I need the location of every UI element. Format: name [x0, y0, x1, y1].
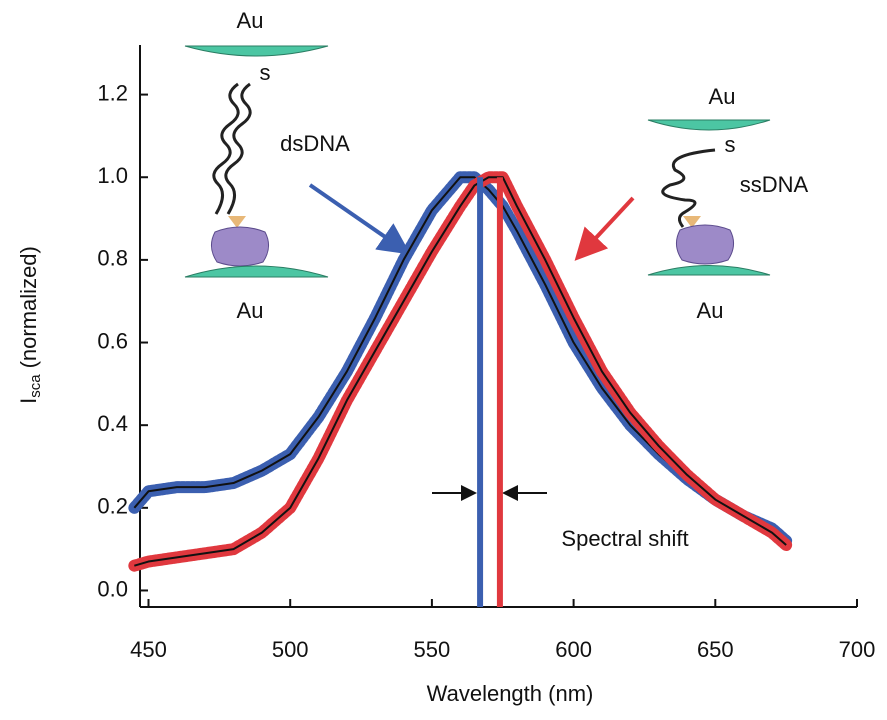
linker-tip [683, 216, 701, 228]
inset-label: s [725, 132, 736, 157]
y-axis-label: Isca (normalized) [16, 246, 44, 404]
protein [211, 226, 269, 267]
series-label: ssDNA [740, 172, 809, 197]
annotation: Spectral shift [561, 526, 688, 551]
x-axis-label: Wavelength (nm) [427, 681, 594, 706]
gold-plate [647, 119, 771, 131]
fit-line [134, 176, 787, 567]
dsdna-strand [212, 82, 252, 215]
y-tick-label: 0.0 [97, 576, 128, 601]
gold-plate [184, 45, 329, 57]
y-tick-label: 0.6 [97, 328, 128, 353]
y-tick-label: 1.0 [97, 163, 128, 188]
insets: Au s Au Au s Au dsDNA ssDNA [184, 8, 809, 323]
pointer-arrow [308, 183, 411, 255]
x-tick-label: 700 [839, 637, 876, 662]
inset-label: Au [237, 8, 264, 33]
y-tick-label: 0.2 [97, 494, 128, 519]
gold-plate [184, 265, 329, 278]
y-label-text: (normalized) [16, 246, 41, 368]
x-tick-label: 600 [555, 637, 592, 662]
x-tick-label: 450 [130, 637, 167, 662]
series-label: dsDNA [280, 131, 350, 156]
x-tick-label: 550 [414, 637, 451, 662]
y-tick-label: 0.8 [97, 246, 128, 271]
protein [676, 224, 734, 265]
ssdna-strand [661, 148, 716, 228]
y-tick-label: 1.2 [97, 80, 128, 105]
inset-label: Au [709, 84, 736, 109]
inset-label: s [260, 60, 271, 85]
gold-plate [647, 265, 771, 276]
x-tick-label: 500 [272, 637, 309, 662]
y-label-subscript: sca [27, 374, 44, 398]
y-label-symbol: I [16, 398, 41, 404]
x-tick-label: 650 [697, 637, 734, 662]
pointer-arrow [574, 196, 635, 261]
y-tick-label: 0.4 [97, 411, 128, 436]
inset-label: Au [237, 298, 264, 323]
linker-tip [228, 216, 246, 228]
inset-label: Au [697, 298, 724, 323]
